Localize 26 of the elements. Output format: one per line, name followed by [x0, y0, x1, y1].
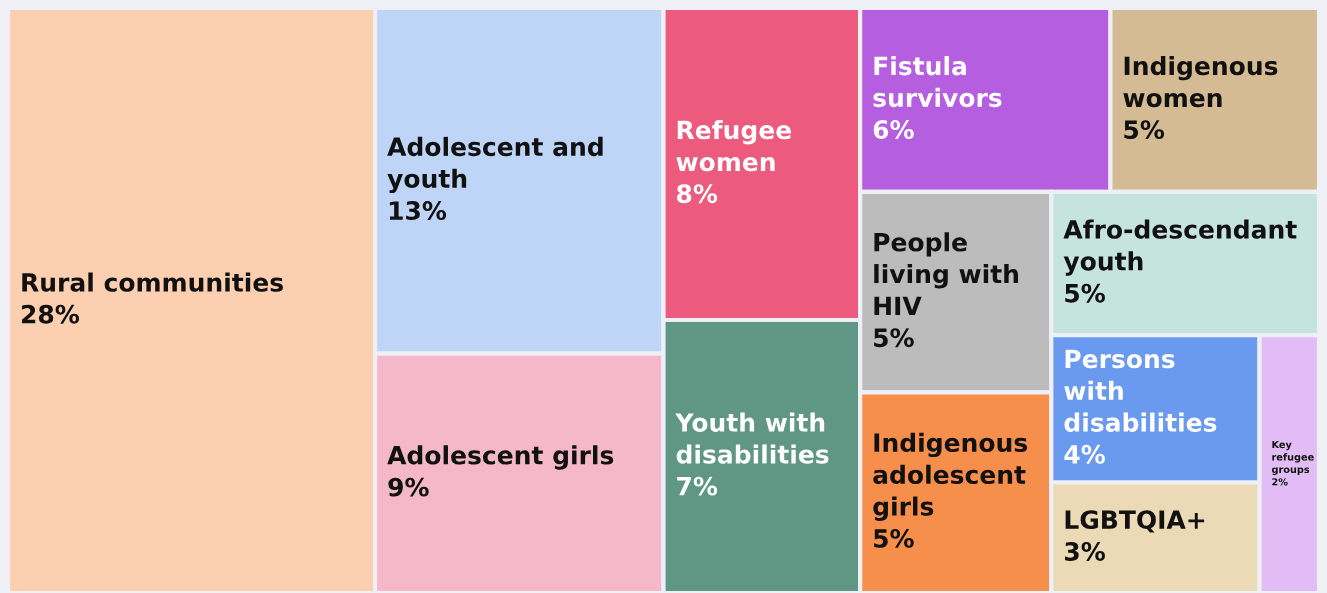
category-label: Youth with disabilities	[675, 412, 829, 464]
data-label: 4%	[1064, 444, 1105, 464]
data-label: 3%	[1065, 541, 1105, 561]
category-label: Adolescent and youth	[387, 136, 603, 194]
data-label: 28%	[21, 304, 80, 324]
category-label: Indigenous women	[1123, 55, 1278, 108]
category-label: LGBTQIA+	[1065, 510, 1205, 533]
data-label: 9%	[388, 477, 429, 497]
data-label: 5%	[1124, 120, 1165, 140]
category-label: Adolescent girls	[387, 445, 614, 470]
data-label: 5%	[1065, 283, 1105, 303]
category-label: Fistula survivors	[873, 56, 1002, 108]
category-label: People living with HIV	[874, 232, 1019, 316]
data-label: 2%	[1272, 478, 1288, 486]
data-label: 7%	[677, 476, 718, 496]
category-label: Afro-descendant youth	[1063, 219, 1297, 276]
category-label: Persons with disabilities	[1064, 349, 1217, 432]
data-label: 6%	[873, 120, 914, 139]
data-label: 5%	[874, 328, 914, 348]
category-label: Key refugee groups	[1271, 440, 1314, 476]
category-label: Indigenous adolescent girls	[873, 432, 1028, 521]
data-label: 13%	[389, 201, 447, 220]
data-label: 8%	[677, 184, 718, 204]
data-label: 5%	[874, 528, 914, 548]
category-label: Refugee women	[676, 120, 791, 172]
category-label: Rural communities	[22, 272, 283, 292]
